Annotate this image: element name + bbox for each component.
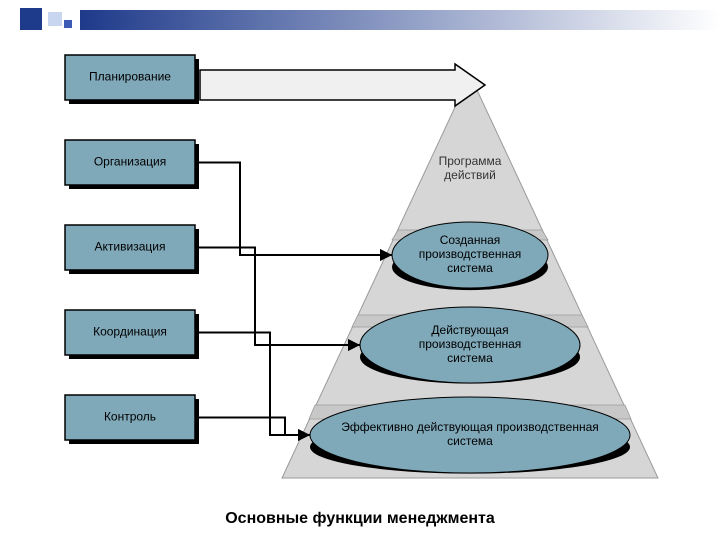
function-box-label-4: Контроль: [104, 410, 156, 424]
function-box-label-0: Планирование: [89, 70, 171, 84]
ellipse-label-2-0: Эффективно действующая производственная: [341, 420, 599, 434]
connector-3: [195, 333, 360, 346]
ellipse-label-1-0: Действующая: [431, 323, 508, 337]
ellipse-label-1-2: система: [447, 351, 493, 365]
connector-4: [195, 333, 310, 436]
connector-1: [195, 248, 392, 256]
connector-0: [195, 163, 392, 256]
ellipse-label-0-2: система: [447, 261, 493, 275]
header-square-0: [20, 8, 42, 30]
function-box-label-1: Организация: [94, 155, 166, 169]
ellipse-label-1-1: производственная: [419, 337, 522, 351]
pyramid-top-label-1: Программа: [439, 154, 502, 168]
function-box-label-2: Активизация: [95, 240, 166, 254]
connector-2: [195, 248, 360, 346]
ellipse-label-2-1: система: [447, 434, 493, 448]
ellipse-label-0-0: Созданная: [440, 233, 501, 247]
function-box-label-3: Координация: [93, 325, 167, 339]
diagram-canvas: СозданнаяпроизводственнаясистемаДействую…: [0, 0, 720, 540]
diagram-caption: Основные функции менеджмента: [0, 510, 720, 528]
header-square-2: [64, 20, 72, 28]
ellipse-label-0-1: производственная: [419, 247, 522, 261]
pyramid-top-label-2: действий: [444, 168, 496, 182]
planning-arrow: [200, 64, 485, 106]
header-bar: [80, 10, 720, 30]
header-square-1: [48, 12, 62, 26]
connector-5: [195, 418, 310, 436]
